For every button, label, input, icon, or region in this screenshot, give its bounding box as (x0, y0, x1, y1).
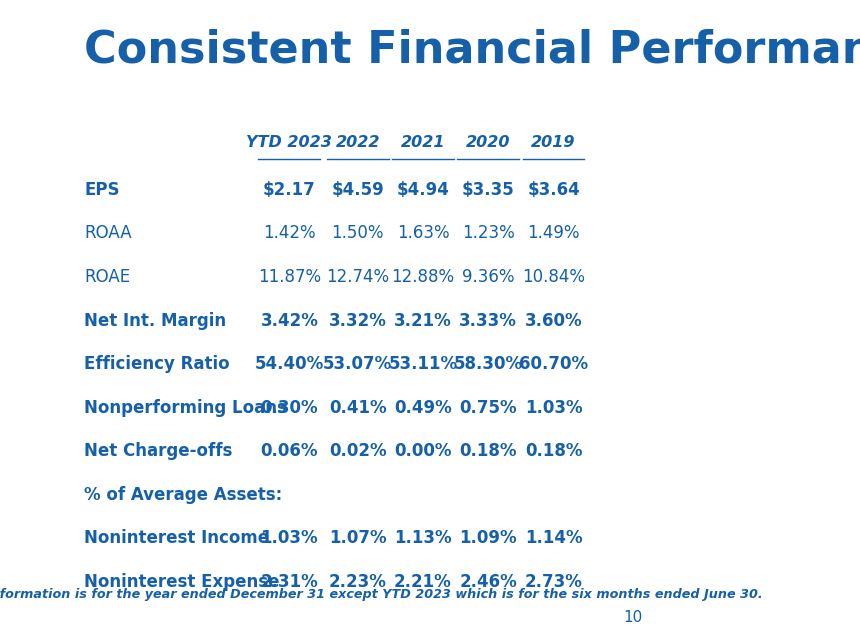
Text: $4.59: $4.59 (331, 181, 384, 199)
Text: Noninterest Income: Noninterest Income (84, 529, 269, 547)
Text: 1.23%: 1.23% (462, 224, 514, 242)
Text: 60.70%: 60.70% (519, 355, 588, 373)
Text: 1.50%: 1.50% (331, 224, 384, 242)
Text: 0.30%: 0.30% (261, 399, 318, 417)
Text: 10: 10 (624, 610, 642, 625)
Text: 53.07%: 53.07% (323, 355, 392, 373)
Text: 2020: 2020 (466, 135, 511, 149)
Text: $3.35: $3.35 (462, 181, 514, 199)
Text: Noninterest Expense: Noninterest Expense (84, 573, 280, 591)
Text: 0.18%: 0.18% (525, 442, 582, 460)
Text: 2.21%: 2.21% (394, 573, 452, 591)
Text: 2022: 2022 (335, 135, 380, 149)
Text: 9.36%: 9.36% (462, 268, 514, 286)
Text: 2.23%: 2.23% (329, 573, 386, 591)
Text: 0.00%: 0.00% (394, 442, 452, 460)
Text: 1.03%: 1.03% (525, 399, 582, 417)
Text: 54.40%: 54.40% (255, 355, 324, 373)
Text: 3.33%: 3.33% (459, 312, 517, 329)
Text: Net Charge-offs: Net Charge-offs (84, 442, 233, 460)
Text: 1.07%: 1.07% (329, 529, 386, 547)
Text: 0.75%: 0.75% (459, 399, 517, 417)
Text: All information is for the year ended December 31 except YTD 2023 which is for t: All information is for the year ended De… (0, 588, 764, 601)
Text: 0.02%: 0.02% (329, 442, 386, 460)
Text: 1.63%: 1.63% (396, 224, 449, 242)
Text: Consistent Financial Performance: Consistent Financial Performance (84, 29, 860, 72)
Text: Nonperforming Loans: Nonperforming Loans (84, 399, 287, 417)
Text: 58.30%: 58.30% (454, 355, 523, 373)
Text: 0.49%: 0.49% (394, 399, 452, 417)
Text: 1.09%: 1.09% (459, 529, 517, 547)
Text: 0.06%: 0.06% (261, 442, 318, 460)
Text: $2.17: $2.17 (263, 181, 316, 199)
Text: ROAE: ROAE (84, 268, 131, 286)
Text: EPS: EPS (84, 181, 120, 199)
Text: 53.11%: 53.11% (389, 355, 458, 373)
Text: 11.87%: 11.87% (258, 268, 321, 286)
Text: 1.14%: 1.14% (525, 529, 582, 547)
Text: 10.84%: 10.84% (522, 268, 585, 286)
Text: 2019: 2019 (531, 135, 576, 149)
Text: 3.32%: 3.32% (329, 312, 386, 329)
Text: 3.60%: 3.60% (525, 312, 582, 329)
Text: 3.42%: 3.42% (261, 312, 318, 329)
Text: 3.21%: 3.21% (394, 312, 452, 329)
Text: Efficiency Ratio: Efficiency Ratio (84, 355, 230, 373)
Text: 1.13%: 1.13% (394, 529, 452, 547)
Text: $4.94: $4.94 (396, 181, 450, 199)
Text: % of Average Assets:: % of Average Assets: (84, 486, 283, 504)
Text: 2.31%: 2.31% (261, 573, 318, 591)
Text: Net Int. Margin: Net Int. Margin (84, 312, 226, 329)
Text: $3.64: $3.64 (527, 181, 580, 199)
Text: 2021: 2021 (401, 135, 445, 149)
Text: YTD 2023: YTD 2023 (247, 135, 332, 149)
Text: ROAA: ROAA (84, 224, 132, 242)
Text: 1.03%: 1.03% (261, 529, 318, 547)
Text: 12.88%: 12.88% (391, 268, 455, 286)
Text: 1.42%: 1.42% (263, 224, 316, 242)
Text: 2.46%: 2.46% (459, 573, 517, 591)
Text: 0.41%: 0.41% (329, 399, 386, 417)
Text: 1.49%: 1.49% (527, 224, 580, 242)
Text: 0.18%: 0.18% (459, 442, 517, 460)
Text: 12.74%: 12.74% (326, 268, 390, 286)
Text: 2.73%: 2.73% (525, 573, 582, 591)
